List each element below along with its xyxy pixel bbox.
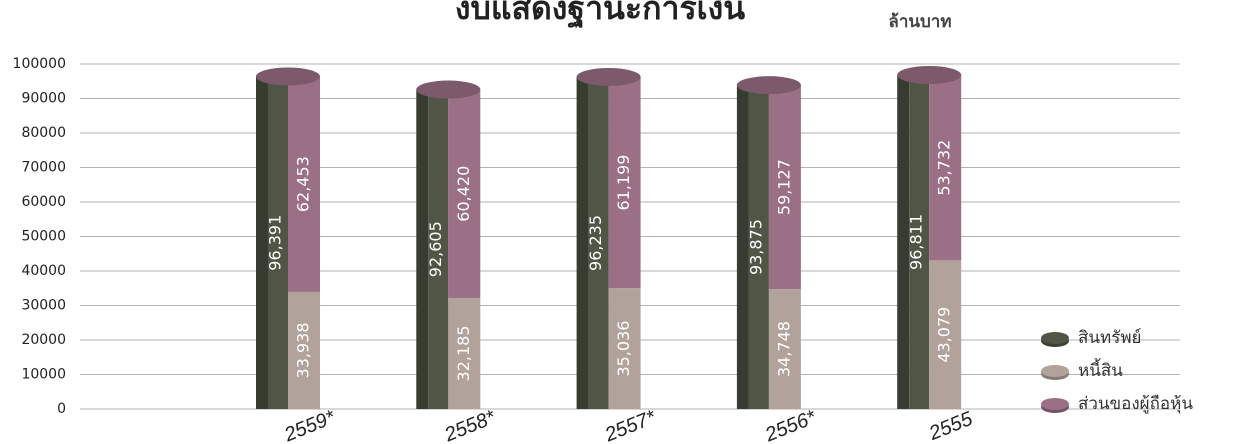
bar: [748, 85, 769, 409]
y-tick-label: 60000: [21, 194, 66, 210]
legend-swatch: [1041, 332, 1069, 344]
value-label: 93,875: [746, 219, 765, 275]
y-tick-label: 50000: [21, 229, 66, 245]
bar: [448, 89, 481, 298]
bar: [929, 75, 962, 261]
value-label: 61,199: [614, 155, 633, 211]
legend-swatch: [1041, 365, 1069, 377]
y-tick-label: 80000: [21, 125, 66, 141]
value-label: 62,453: [294, 156, 313, 212]
bar-cap: [736, 76, 801, 95]
bar: [608, 76, 641, 289]
bar-side: [416, 89, 429, 409]
bar-cap: [416, 80, 481, 99]
bar-side: [897, 75, 910, 410]
y-tick-label: 70000: [21, 160, 66, 176]
x-tick-label: 2557*: [601, 406, 660, 444]
y-tick-label: 100000: [13, 56, 66, 72]
value-label: 34,748: [774, 321, 793, 377]
bar: [608, 288, 641, 409]
legend-label: สินทรัพย์: [1078, 328, 1142, 348]
value-label: 59,127: [774, 159, 793, 215]
chart-title: งบแสดงฐานะการเงิน: [455, 0, 745, 29]
bar-side: [256, 76, 268, 409]
y-tick-label: 30000: [21, 298, 66, 314]
value-label: 35,036: [614, 321, 633, 377]
legend-swatch: [1041, 398, 1069, 410]
bar: [268, 76, 288, 409]
y-tick-label: 0: [57, 401, 66, 417]
bar: [909, 75, 930, 410]
x-tick-label: 2555: [925, 407, 976, 444]
y-tick-label: 10000: [21, 367, 66, 383]
bar-side: [736, 85, 749, 409]
bar: [929, 260, 962, 409]
value-label: 92,605: [426, 221, 445, 277]
bar: [428, 89, 449, 409]
bar: [588, 76, 609, 409]
bar-cap: [576, 67, 641, 86]
value-label: 96,811: [907, 214, 926, 270]
bar-cap: [897, 66, 962, 85]
bar: [768, 289, 801, 409]
y-tick-label: 40000: [21, 263, 66, 279]
legend-label: หนี้สิน: [1078, 358, 1123, 381]
value-label: 96,391: [266, 215, 285, 271]
value-label: 96,235: [586, 215, 605, 271]
unit-label: ล้านบาท: [888, 12, 951, 32]
y-tick-label: 90000: [21, 91, 66, 107]
x-tick-label: 2556*: [761, 406, 820, 444]
bar: [448, 297, 481, 409]
bar-cap: [256, 67, 320, 86]
bar-side: [576, 76, 589, 409]
value-label: 32,185: [454, 325, 473, 381]
y-tick-label: 20000: [21, 332, 66, 348]
x-tick-label: 2558*: [441, 406, 500, 444]
value-label: 43,079: [935, 307, 954, 363]
bar: [288, 76, 320, 292]
value-label: 33,938: [294, 322, 313, 378]
bar: [288, 291, 320, 409]
value-label: 53,732: [935, 140, 954, 196]
bar: [768, 85, 801, 290]
x-tick-label: 2559*: [280, 406, 339, 444]
legend-label: ส่วนของผู้ถือหุ้น: [1078, 394, 1193, 414]
value-label: 60,420: [454, 166, 473, 222]
